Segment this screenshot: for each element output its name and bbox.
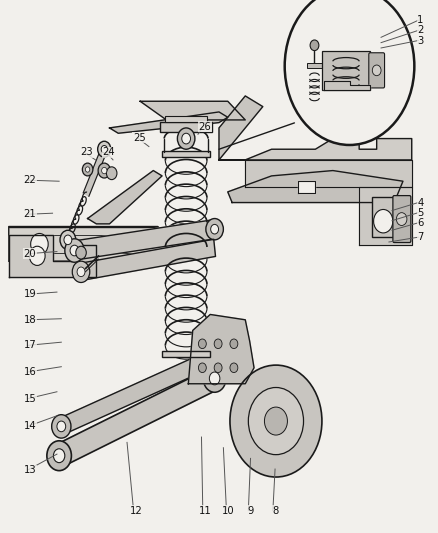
Circle shape <box>372 65 381 76</box>
Polygon shape <box>298 181 315 193</box>
Circle shape <box>85 167 90 172</box>
Text: 12: 12 <box>129 506 142 515</box>
Text: 23: 23 <box>81 148 93 157</box>
Polygon shape <box>74 220 215 260</box>
Text: 17: 17 <box>23 341 36 350</box>
Text: 19: 19 <box>23 289 36 299</box>
FancyBboxPatch shape <box>369 53 385 88</box>
FancyBboxPatch shape <box>372 197 399 237</box>
Polygon shape <box>219 96 263 160</box>
Text: 9: 9 <box>247 506 254 515</box>
Circle shape <box>101 146 107 153</box>
Polygon shape <box>59 349 217 434</box>
Circle shape <box>98 163 110 178</box>
Polygon shape <box>110 112 228 133</box>
Polygon shape <box>83 148 107 196</box>
Circle shape <box>47 441 71 471</box>
Text: 21: 21 <box>23 209 36 219</box>
Circle shape <box>248 387 304 455</box>
Circle shape <box>285 0 414 145</box>
FancyBboxPatch shape <box>307 63 322 68</box>
Polygon shape <box>9 227 166 261</box>
Text: 26: 26 <box>198 122 212 132</box>
Polygon shape <box>9 235 96 277</box>
Circle shape <box>57 421 66 432</box>
FancyBboxPatch shape <box>160 122 212 132</box>
Circle shape <box>102 167 107 174</box>
Circle shape <box>98 141 111 157</box>
FancyBboxPatch shape <box>393 196 411 243</box>
Circle shape <box>182 133 191 144</box>
Text: 14: 14 <box>24 422 36 431</box>
Text: 22: 22 <box>23 175 36 185</box>
Text: 11: 11 <box>198 506 212 515</box>
Text: 1: 1 <box>417 15 424 25</box>
Text: 20: 20 <box>24 249 36 259</box>
Polygon shape <box>245 160 412 187</box>
Polygon shape <box>80 239 215 280</box>
Circle shape <box>29 246 45 265</box>
Text: 13: 13 <box>24 465 36 475</box>
FancyBboxPatch shape <box>162 151 210 157</box>
Circle shape <box>214 363 222 373</box>
Circle shape <box>106 167 117 180</box>
FancyBboxPatch shape <box>165 116 207 122</box>
Text: 16: 16 <box>23 367 36 377</box>
Circle shape <box>374 209 393 233</box>
FancyBboxPatch shape <box>247 400 280 442</box>
Text: 25: 25 <box>133 133 146 142</box>
Text: 10: 10 <box>223 506 235 515</box>
Polygon shape <box>228 171 403 203</box>
Circle shape <box>64 235 72 245</box>
Text: 2: 2 <box>417 26 424 35</box>
Text: 6: 6 <box>417 218 424 228</box>
Text: 8: 8 <box>272 506 278 515</box>
Polygon shape <box>88 171 162 224</box>
Circle shape <box>265 407 287 435</box>
Circle shape <box>70 245 79 256</box>
Text: 5: 5 <box>417 208 424 217</box>
Circle shape <box>211 224 219 234</box>
Circle shape <box>206 219 223 240</box>
Circle shape <box>65 239 84 262</box>
Text: 3: 3 <box>417 36 424 45</box>
FancyBboxPatch shape <box>322 51 370 90</box>
Circle shape <box>76 246 86 259</box>
Circle shape <box>396 213 407 225</box>
Polygon shape <box>359 187 412 245</box>
Text: 7: 7 <box>417 232 424 242</box>
Circle shape <box>82 163 93 176</box>
Text: 18: 18 <box>24 315 36 325</box>
Circle shape <box>230 339 238 349</box>
Polygon shape <box>140 101 245 120</box>
Circle shape <box>52 415 71 438</box>
Circle shape <box>310 40 319 51</box>
Circle shape <box>60 230 76 249</box>
Circle shape <box>77 267 85 277</box>
Polygon shape <box>56 368 218 466</box>
Circle shape <box>177 128 195 149</box>
Circle shape <box>230 365 322 477</box>
Polygon shape <box>219 139 412 160</box>
Circle shape <box>31 233 48 255</box>
Circle shape <box>53 449 65 463</box>
Text: 4: 4 <box>417 198 424 207</box>
Circle shape <box>209 372 220 385</box>
Circle shape <box>198 363 206 373</box>
FancyBboxPatch shape <box>162 351 210 357</box>
Circle shape <box>214 339 222 349</box>
Polygon shape <box>188 314 254 384</box>
Circle shape <box>198 339 206 349</box>
Polygon shape <box>324 81 370 90</box>
Circle shape <box>72 261 90 282</box>
Text: 15: 15 <box>23 394 36 403</box>
Text: 24: 24 <box>102 148 115 157</box>
Circle shape <box>230 363 238 373</box>
Circle shape <box>203 365 226 392</box>
